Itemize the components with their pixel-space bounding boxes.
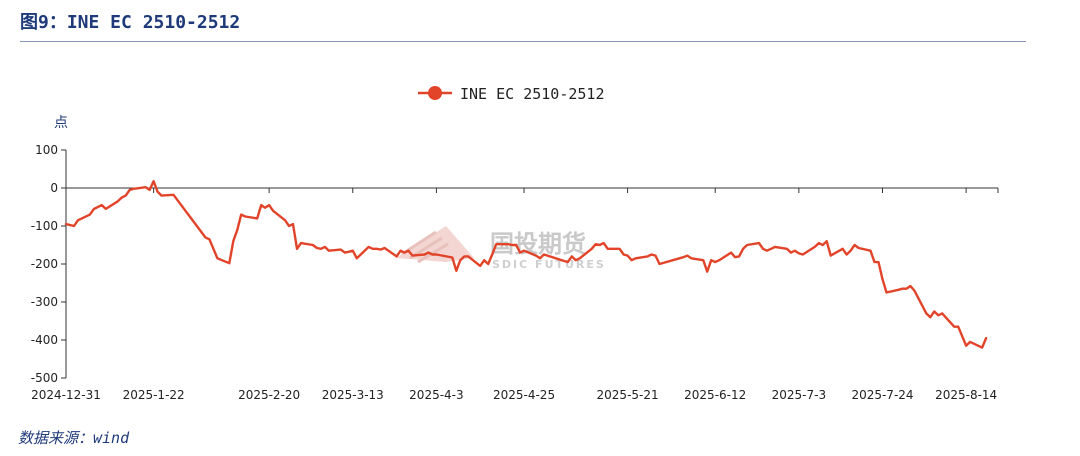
y-tick-label: -400 — [31, 333, 58, 347]
x-tick-label: 2025-4-25 — [493, 388, 555, 402]
legend: INE EC 2510-2512 — [418, 85, 605, 103]
y-tick-label: -100 — [31, 219, 58, 233]
y-tick-label: 0 — [50, 181, 58, 195]
x-tick-label: 2025-6-12 — [684, 388, 746, 402]
series-layer — [64, 180, 988, 349]
y-tick-label: 100 — [35, 143, 58, 157]
y-tick-label: -200 — [31, 257, 58, 271]
x-tick-label: 2024-12-31 — [31, 388, 101, 402]
y-axis: 100 0 -100 -200 -300 -400 -500 — [31, 143, 67, 385]
title-divider — [20, 41, 1026, 42]
series-line — [64, 180, 988, 349]
watermark-logo-icon — [396, 226, 474, 264]
x-tick-label: 2025-2-20 — [238, 388, 300, 402]
x-tick-label: 2025-3-13 — [322, 388, 384, 402]
y-unit-label: 点 — [54, 115, 68, 131]
watermark: 国投期货 SDIC FUTURES — [396, 226, 606, 271]
x-tick-label: 2025-5-21 — [597, 388, 659, 402]
x-tick-label: 2025-4-3 — [409, 388, 463, 402]
legend-label: INE EC 2510-2512 — [460, 85, 605, 103]
legend-marker-icon — [428, 86, 442, 100]
x-axis: 2024-12-31 2025-1-22 2025-2-20 2025-3-13 202… — [31, 187, 999, 402]
y-tick-label: -500 — [31, 371, 58, 385]
x-tick-label: 2025-7-24 — [851, 388, 913, 402]
x-tick-label: 2025-1-22 — [123, 388, 185, 402]
source-note: 数据来源：wind — [18, 429, 130, 447]
y-tick-label: -300 — [31, 295, 58, 309]
figure-title: 图9：INE EC 2510-2512 — [20, 12, 241, 33]
x-tick-label: 2025-7-3 — [772, 388, 826, 402]
x-tick-label: 2025-8-14 — [935, 388, 997, 402]
watermark-subtext: SDIC FUTURES — [492, 258, 606, 271]
